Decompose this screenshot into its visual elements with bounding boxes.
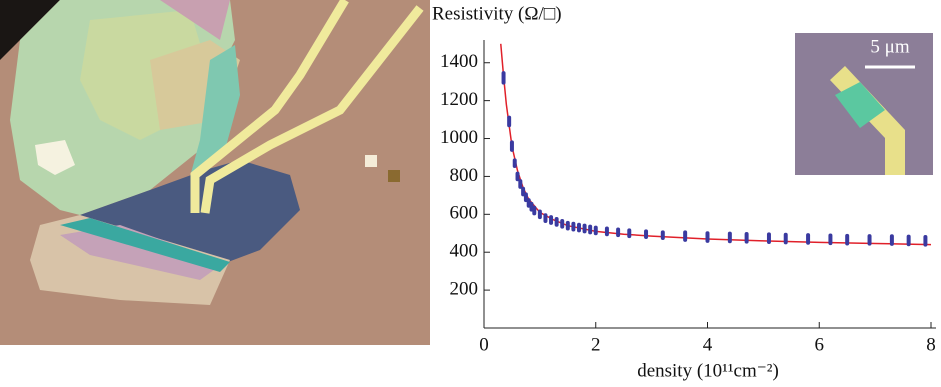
x-tick-label: 6 [815,334,825,355]
x-axis-title: density (10¹¹cm⁻²) [637,360,779,381]
micrograph [0,0,430,345]
x-tick-label: 4 [703,334,713,355]
y-tick-label: 400 [450,241,479,262]
y-axis-title: Resistivity (Ω/□) [432,3,562,24]
y-tick-label: 200 [450,278,479,299]
x-tick-label: 2 [591,334,601,355]
y-tick-label: 1000 [440,127,478,148]
inset: 5 μm [795,33,933,175]
x-tick-label: 8 [926,334,936,355]
y-tick-label: 1400 [440,51,478,72]
x-tick-label: 0 [479,334,489,355]
y-tick-label: 800 [450,165,479,186]
inset-scale-label: 5 μm [870,36,909,57]
y-tick-label: 1200 [440,89,478,110]
y-tick-label: 600 [450,203,479,224]
